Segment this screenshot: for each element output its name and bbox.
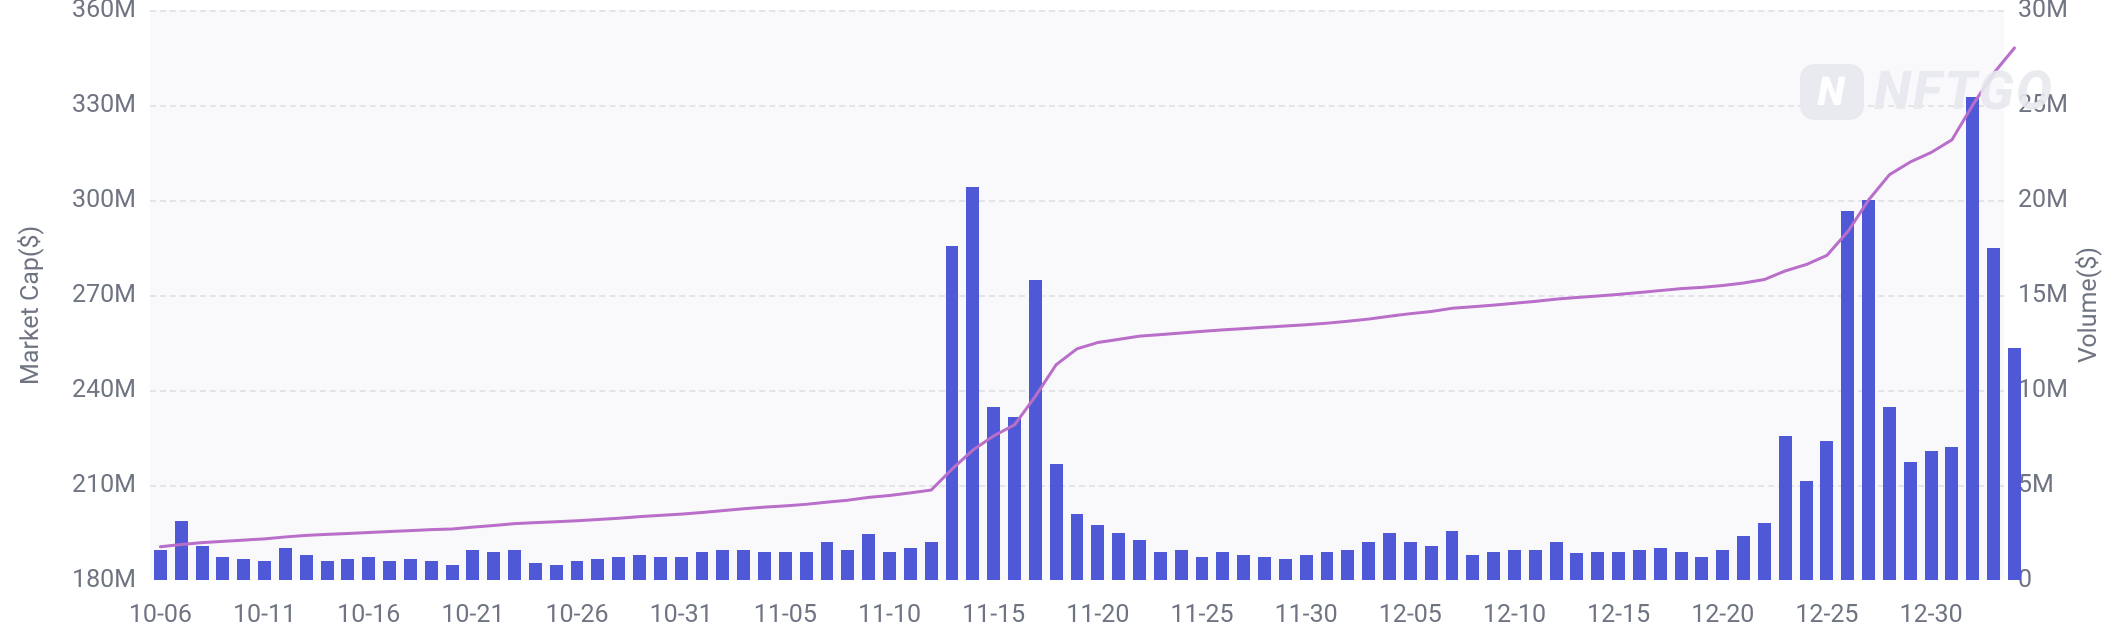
line-layer: [0, 0, 2114, 638]
chart-container: Market Cap($) Volume($) 180M210M240M270M…: [0, 0, 2114, 638]
market-cap-line[interactable]: [160, 48, 2014, 547]
